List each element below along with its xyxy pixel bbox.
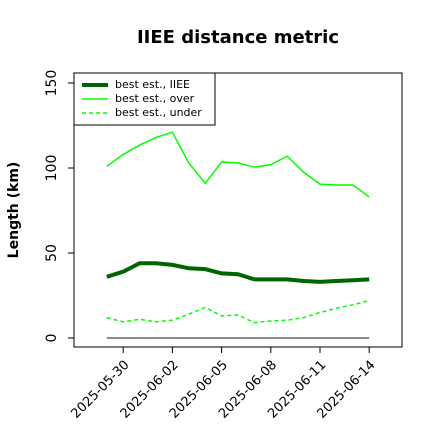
plot-frame	[73, 72, 403, 348]
legend-label: best est., over	[115, 92, 195, 105]
y-tick-label: 100	[44, 155, 60, 182]
series-line	[106, 299, 370, 324]
y-axis-label: Length (km)	[6, 162, 22, 259]
y-tick-label: 150	[44, 70, 60, 97]
chart-title: IIEE distance metric	[137, 27, 339, 48]
y-tick-label: 0	[44, 334, 60, 343]
legend-label: best est., IIEE	[115, 78, 190, 91]
legend-label: best est., under	[115, 106, 202, 119]
y-tick-label: 50	[44, 244, 60, 262]
series-line	[106, 261, 370, 284]
series-line	[106, 131, 370, 198]
